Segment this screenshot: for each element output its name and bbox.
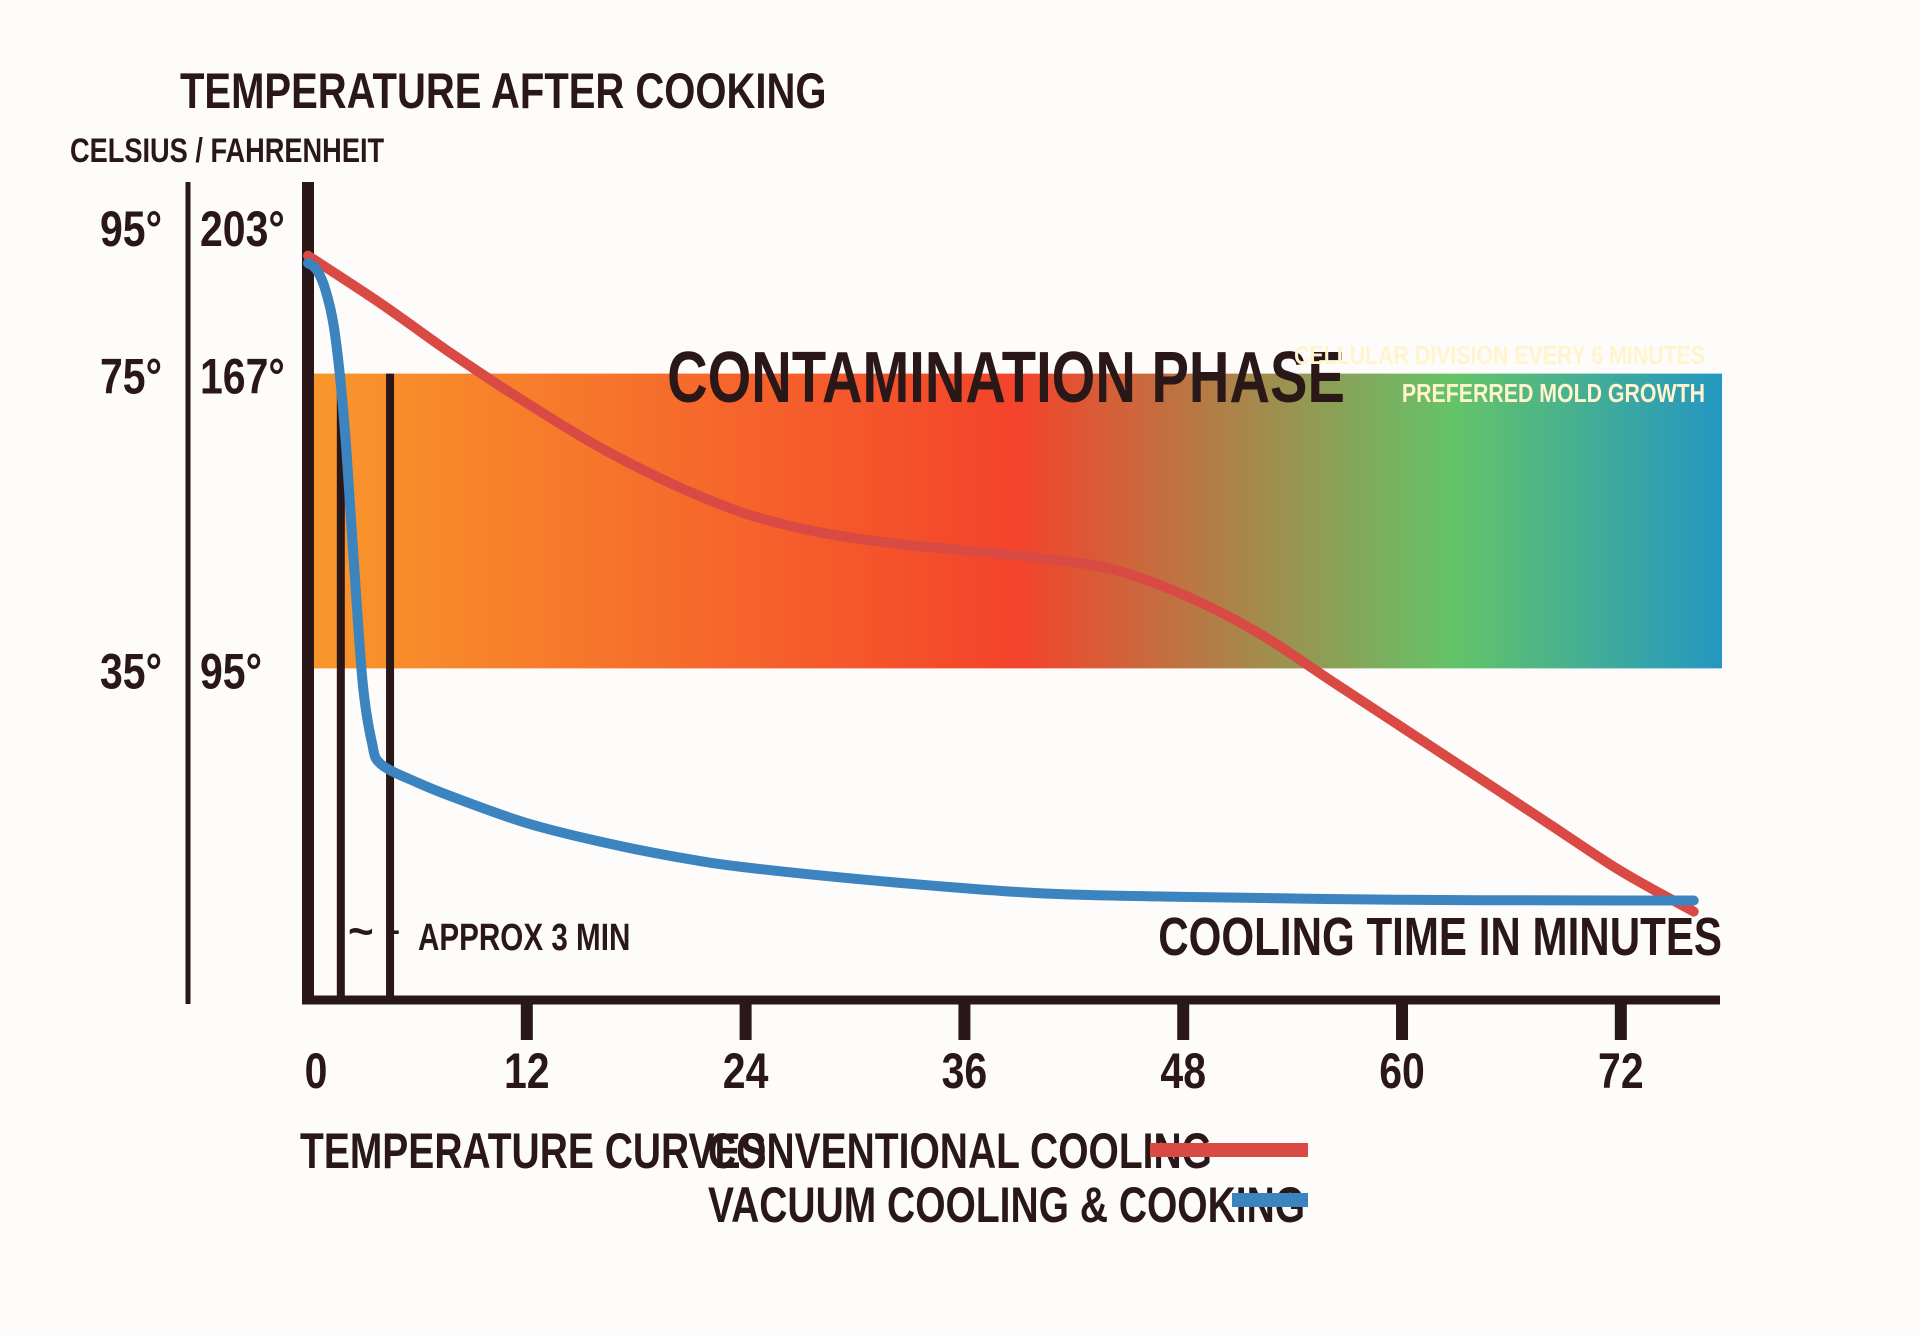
band-note-line-2: PREFERRED MOLD GROWTH: [1402, 379, 1705, 409]
legend-label-conventional: CONVENTIONAL COOLING: [708, 1122, 1212, 1179]
y-tick-fahrenheit: 95°: [200, 644, 262, 700]
y-tick-fahrenheit: 167°: [200, 349, 285, 405]
legend-label-vacuum: VACUUM COOLING & COOKING: [708, 1176, 1305, 1233]
y-tick-celsius: 75°: [100, 349, 162, 405]
series-layer: [303, 250, 1699, 917]
band-note-line-1: CELLULAR DIVISION EVERY 6 MINUTES: [1294, 341, 1705, 371]
y-tick-fahrenheit: 203°: [200, 201, 285, 257]
x-tick-label: 36: [942, 1043, 988, 1099]
x-tick-label: 72: [1598, 1043, 1644, 1099]
annotation-label: APPROX 3 MIN: [418, 917, 630, 959]
x-tick-label: 0: [305, 1043, 328, 1099]
y-axis-label: CELSIUS / FAHRENHEIT: [70, 131, 384, 170]
y-tick-celsius: 95°: [100, 201, 162, 257]
x-tick-label: 60: [1379, 1043, 1425, 1099]
x-tick-label: 12: [504, 1043, 550, 1099]
x-tick-label: 48: [1160, 1043, 1206, 1099]
series-line-conventional: [303, 250, 1699, 917]
annotation-dash: -: [390, 914, 400, 947]
annotation-tilde: ~: [348, 907, 374, 956]
annotation-markers: [336, 373, 395, 1000]
x-tick-label: 24: [723, 1043, 769, 1099]
series-line-vacuum: [303, 258, 1699, 906]
chart-title: TEMPERATURE AFTER COOKING: [180, 63, 827, 119]
contamination-band: [312, 373, 1722, 669]
legend-title: TEMPERATURE CURVES: [300, 1122, 767, 1179]
x-ticks: 0 12 24 36 48 60 72: [305, 1004, 1644, 1099]
x-axis-label: COOLING TIME IN MINUTES: [1158, 907, 1722, 967]
band-label: CONTAMINATION PHASE: [667, 337, 1345, 417]
y-tick-celsius: 35°: [100, 644, 162, 700]
y-tick-labels: 95° 203° 75° 167° 35° 95°: [100, 201, 285, 699]
